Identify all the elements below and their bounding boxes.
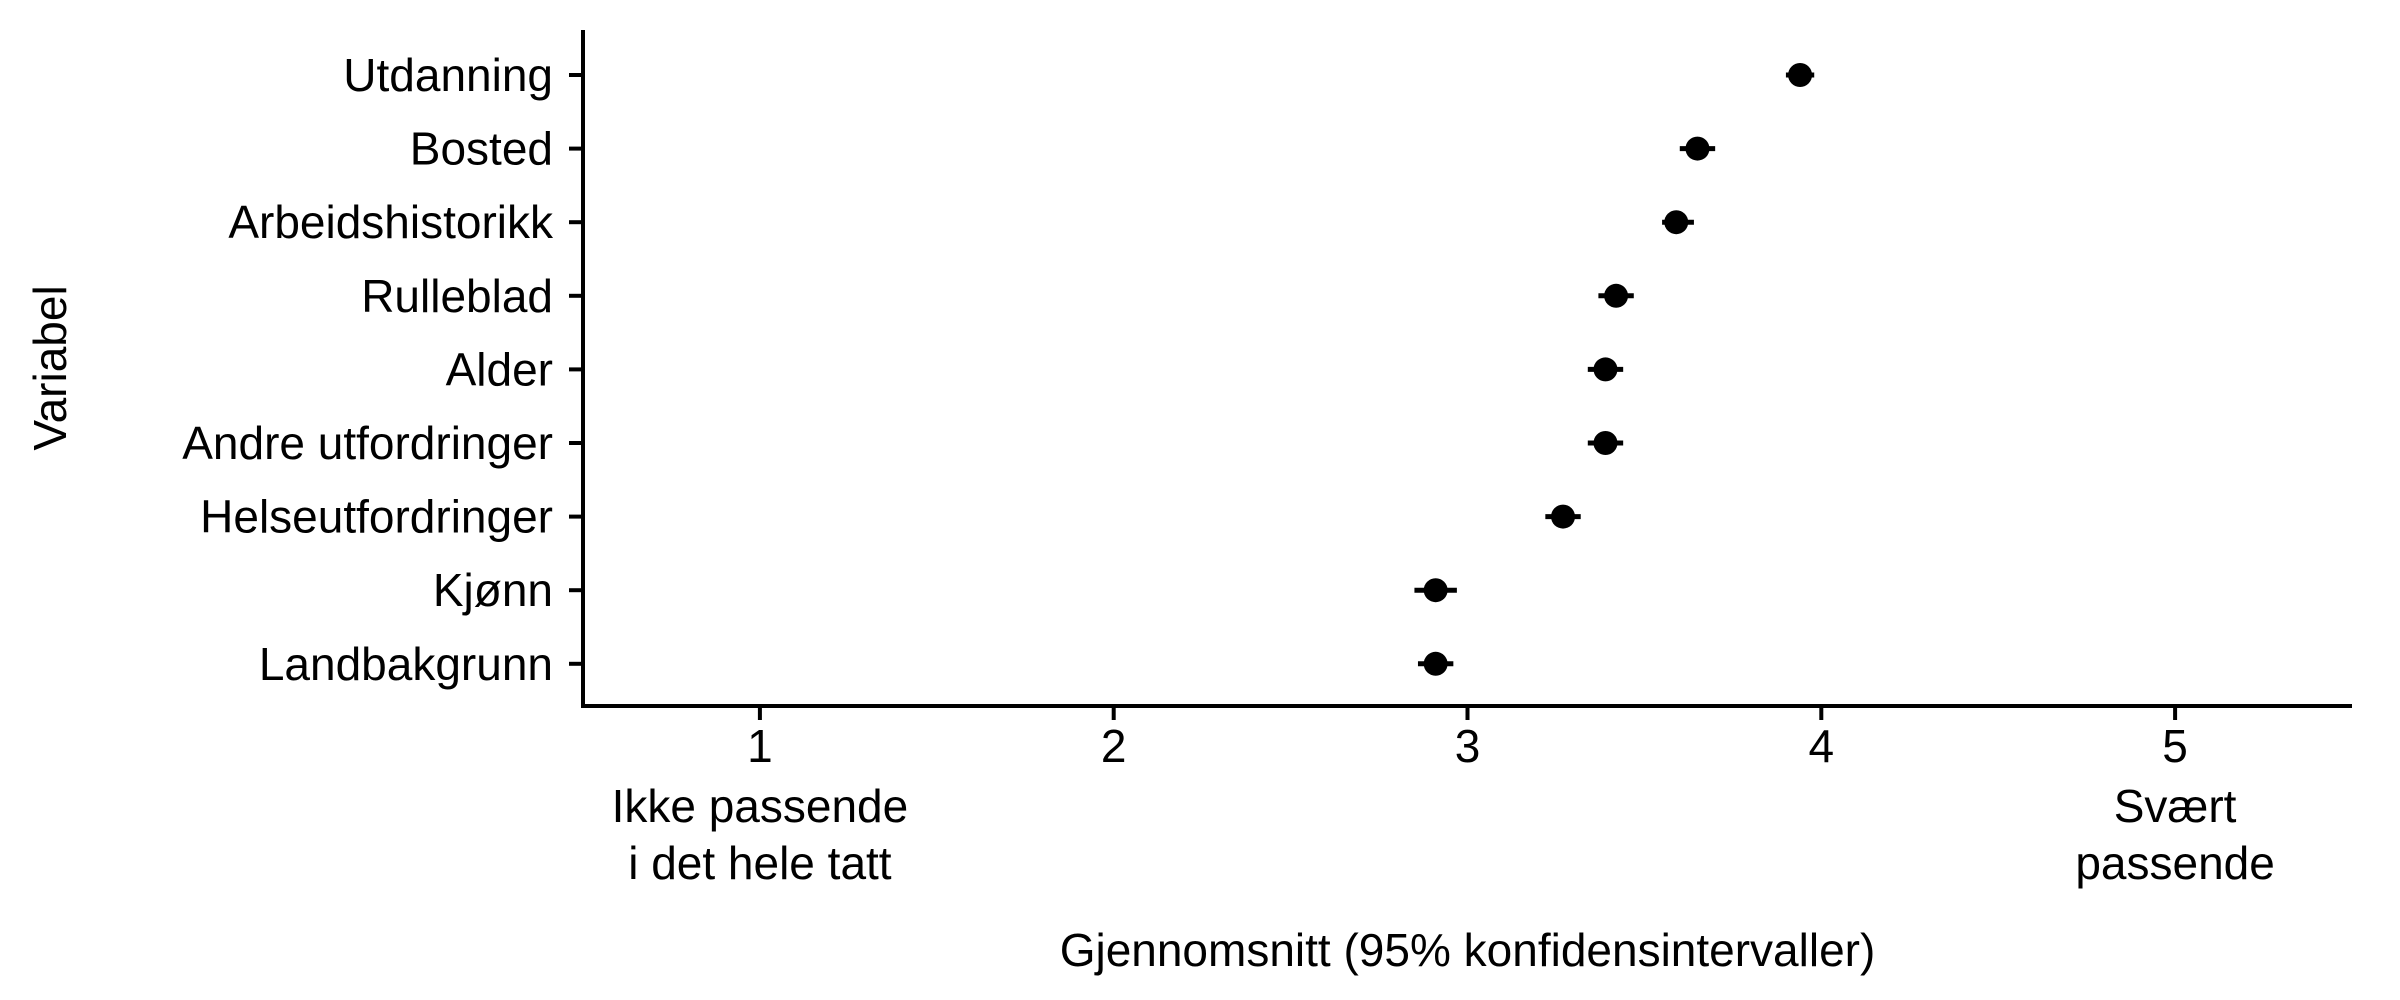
mean-point [1593,431,1618,455]
x-anchor-label: Ikke passende [612,780,909,832]
x-anchor-label: Svært [2114,780,2237,832]
category-label: Arbeidshistorikk [228,196,554,248]
category-label: Landbakgrunn [259,638,553,690]
mean-point [1593,357,1618,382]
mean-point [1788,63,1813,87]
x-tick-label: 1 [747,720,773,772]
x-axis-tick-labels: 1 2 3 4 5 [747,720,2188,772]
x-anchor-label: passende [2075,837,2275,889]
x-tick-label: 3 [1455,720,1481,772]
x-anchor-label: i det hele tatt [628,837,892,889]
mean-point [1423,651,1448,676]
mean-point [1685,136,1710,161]
y-axis-title: Variabel [24,285,76,450]
category-label: Bosted [410,123,553,175]
mean-point [1551,504,1576,529]
mean-point [1423,578,1448,603]
category-label: Alder [446,343,553,395]
category-label: Kjønn [433,564,553,616]
x-axis-title: Gjennomsnitt (95% konfidensintervaller) [1060,924,1876,976]
x-axis-ticks [757,706,2178,720]
mean-point [1604,283,1629,308]
category-label: Andre utfordringer [182,417,553,469]
x-tick-label: 5 [2162,720,2188,772]
mean-point [1664,210,1689,235]
category-label: Utdanning [343,49,553,101]
category-labels: Utdanning Bosted Arbeidshistorikk Rulleblad… [182,49,554,690]
y-axis-ticks [569,73,583,666]
category-label: Rulleblad [361,270,553,322]
data-marks [1414,63,1815,676]
x-tick-label: 2 [1101,720,1127,772]
category-label: Helseutfordringer [200,491,553,543]
x-tick-label: 4 [1809,720,1835,772]
